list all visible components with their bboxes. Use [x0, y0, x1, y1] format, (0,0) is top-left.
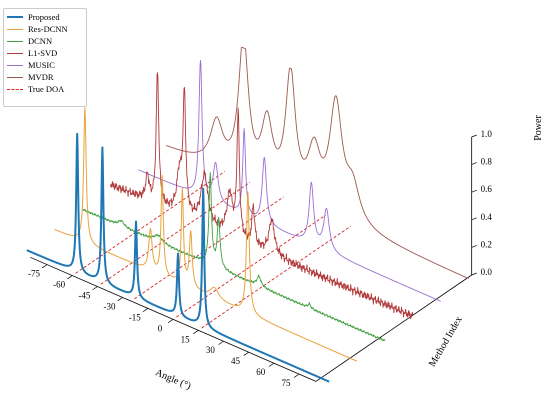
- z-tick-mark: [471, 245, 477, 248]
- legend-label: MUSIC: [28, 60, 55, 70]
- x-tick-mark: [167, 319, 174, 324]
- x-tick-label: 75: [281, 378, 291, 388]
- legend-item: True DOA: [7, 83, 83, 95]
- legend-label: DCNN: [28, 36, 53, 46]
- x-axis-label: Angle (°): [154, 367, 193, 392]
- z-tick-mark: [471, 162, 477, 165]
- legend-label: Res-DCNN: [28, 24, 68, 34]
- legend-swatch: [7, 40, 23, 42]
- z-tick-label: 0.2: [481, 239, 492, 249]
- series-line-mvdr: [166, 46, 469, 280]
- series-line-l1-svd: [109, 72, 414, 320]
- x-tick-label: 30: [206, 345, 216, 355]
- legend-swatch: [7, 52, 23, 54]
- legend-label: MVDR: [28, 72, 54, 82]
- x-tick-mark: [41, 264, 48, 269]
- legend-label: L1-SVD: [28, 48, 58, 58]
- legend-item: Proposed: [7, 11, 83, 23]
- z-tick-mark: [471, 189, 477, 193]
- x-tick-label: 60: [256, 367, 266, 377]
- legend-label: Proposed: [28, 12, 60, 22]
- legend-item: MUSIC: [7, 59, 83, 71]
- axes-layer: -75 -60 -45 -30 -15 0 15 30 45 60 75 0.0 0.2 0.4 0.6 0.…: [28, 129, 492, 388]
- x-tick-label: -15: [129, 312, 141, 322]
- true-doa-line: [201, 225, 352, 329]
- x-tick-label: -30: [104, 301, 116, 311]
- series-layer: [26, 46, 469, 383]
- legend: Proposed Res-DCNN DCNN L1-SVD MUSIC MVDR True …: [3, 8, 87, 107]
- legend-item: Res-DCNN: [7, 23, 83, 35]
- z-tick-mark: [471, 134, 477, 138]
- series-line-dcnn: [82, 172, 386, 342]
- x-tick-label: -75: [28, 269, 40, 279]
- z-tick-label: 0.6: [481, 184, 493, 194]
- z-tick-label: 1.0: [481, 129, 493, 139]
- legend-swatch: [7, 16, 23, 18]
- x-tick-label: 0: [158, 323, 163, 333]
- x-tick-mark: [92, 286, 98, 291]
- x-tick-mark: [218, 340, 224, 345]
- legend-swatch: [7, 88, 23, 90]
- legend-item: MVDR: [7, 71, 83, 83]
- legend-swatch: [7, 64, 23, 66]
- x-tick-mark: [293, 373, 300, 378]
- z-tick-label: 0.8: [481, 157, 493, 167]
- x-tick-mark: [193, 330, 199, 334]
- z-tick-label: 0.0: [481, 267, 493, 277]
- z-tick-mark: [471, 217, 477, 221]
- y-axis-label: Method Index: [427, 315, 465, 369]
- x-tick-mark: [67, 275, 73, 280]
- x-tick-mark: [243, 351, 249, 356]
- z-axis-label: Power: [533, 115, 544, 141]
- x-tick-label: -45: [78, 290, 90, 300]
- true-doa-line: [100, 181, 251, 285]
- series-line-proposed: [26, 132, 330, 383]
- legend-swatch: [7, 28, 23, 30]
- legend-item: L1-SVD: [7, 47, 83, 59]
- x-tick-label: -60: [53, 280, 65, 290]
- x-tick-label: 15: [181, 334, 191, 344]
- series-line-music: [138, 59, 441, 302]
- legend-label: True DOA: [28, 84, 65, 94]
- legend-swatch: [7, 76, 23, 78]
- x-tick-mark: [142, 308, 149, 313]
- true-doa-line: [134, 196, 284, 300]
- z-tick-label: 0.4: [481, 212, 493, 222]
- y-axis-line: [315, 274, 472, 382]
- x-tick-mark: [268, 362, 275, 367]
- z-tick-mark: [471, 272, 477, 276]
- x-tick-label: 45: [231, 356, 241, 366]
- x-tick-mark: [117, 297, 123, 302]
- legend-item: DCNN: [7, 35, 83, 47]
